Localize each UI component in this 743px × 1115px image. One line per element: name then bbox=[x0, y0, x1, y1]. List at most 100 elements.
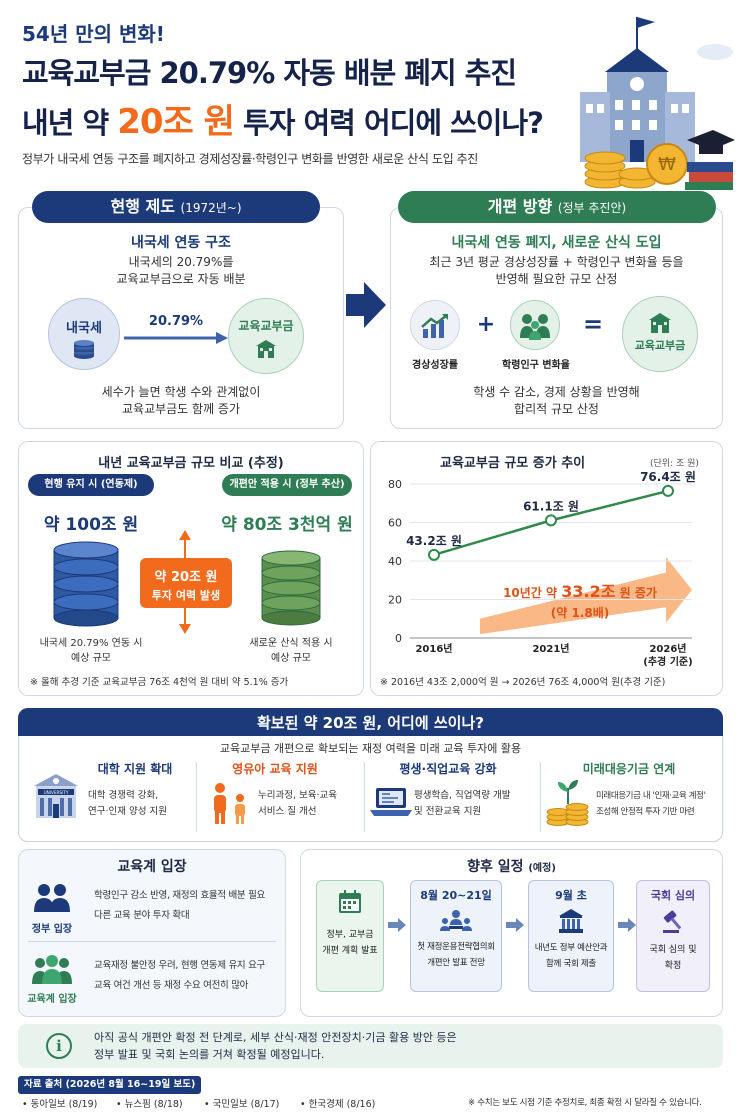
desc-line: 연구·인재 양성 지원 bbox=[88, 806, 167, 817]
item-title: 영유아 교육 지원 bbox=[232, 762, 318, 776]
coin-sprout-icon bbox=[546, 780, 589, 826]
result-node: 교육교부금 bbox=[622, 296, 698, 372]
desc-line: 대학 경쟁력 강화, bbox=[88, 790, 159, 801]
reform-tab: 개편 방향 (정부 추진안) bbox=[398, 191, 716, 223]
step-text: 국회 심의 및 확정 bbox=[637, 942, 709, 974]
info-icon: i bbox=[46, 1033, 72, 1059]
note-line: 내국세 20.79% 연동 시 bbox=[39, 638, 143, 649]
desc-line: 반영해 필요한 규모 산정 bbox=[495, 272, 618, 286]
step-text: 첫 재정운용전략협의회 개편안 발표 전망 bbox=[411, 939, 501, 971]
desc-line: 다른 교육 분야 투자 확대 bbox=[94, 910, 190, 921]
tab-label: 현행 제도 bbox=[110, 197, 175, 216]
current-system-tab: 현행 제도 (1972년~) bbox=[32, 191, 320, 223]
step-line: 정부, 교부금 bbox=[326, 930, 374, 940]
sources-label: 자료 출처 (2026년 8월 16~19일 보도) bbox=[18, 1076, 202, 1094]
calendar-icon bbox=[339, 890, 361, 913]
chevron-right-icon bbox=[346, 282, 386, 328]
use-subtitle: 교육교부금 개편으로 확보되는 재정 여력을 미래 교육 투자에 활용 bbox=[219, 742, 522, 755]
source-item: • 국민일보 (8/17) bbox=[204, 1099, 280, 1110]
university-icon: UNIVERSITY bbox=[34, 774, 78, 818]
compare-footnote: ※ 올해 추경 기준 교육교부금 76조 4천억 원 대비 약 5.1% 증가 bbox=[30, 677, 289, 688]
desc-line: 조성해 안정적 투자 기반 마련 bbox=[596, 807, 695, 817]
population-icon bbox=[520, 314, 550, 340]
edu-desc: 교육재정 불안정 우려, 현행 연동제 유지 요구 교육 여건 개선 등 재정 … bbox=[94, 956, 284, 996]
title-part: 투자 여력 어디에 쓰이나? bbox=[233, 106, 544, 140]
desc-line: 교육 여건 개선 등 재정 수요 여전히 많아 bbox=[94, 980, 249, 991]
university-sign: UNIVERSITY bbox=[44, 790, 69, 795]
data-point bbox=[545, 514, 557, 527]
gov-desc: 학령인구 감소 반영, 재정의 효율적 배분 필요 다른 교육 분야 투자 확대 bbox=[94, 886, 284, 926]
foot-line: 세수가 늘면 학생 수와 관계없이 bbox=[101, 385, 261, 399]
current-note: 내국세 20.79% 연동 시 예상 규모 bbox=[26, 636, 156, 666]
sources-note: ※ 수치는 보도 시점 기준 추정치로, 최종 확정 시 달라질 수 있습니다. bbox=[468, 1098, 702, 1108]
schedule-title-text: 향후 일정 bbox=[467, 859, 524, 875]
desc-line: 내국세의 20.79%를 bbox=[128, 255, 234, 269]
chart-annotation: 10년간 약 33.2조 원 증가 (약 1.8배) bbox=[480, 578, 680, 621]
source-item: • 뉴스핌 (8/18) bbox=[116, 1099, 183, 1110]
school-icon bbox=[256, 340, 276, 358]
gavel-icon bbox=[663, 910, 682, 933]
step-text: 정부, 교부금 개편 계획 발표 bbox=[317, 927, 383, 959]
reform-value: 약 80조 3천억 원 bbox=[221, 515, 353, 535]
data-point bbox=[428, 548, 440, 561]
desc-line: 최근 3년 평균 경상성장률 + 학령인구 변화율 등을 bbox=[429, 255, 684, 269]
tax-node-label: 내국세 bbox=[66, 321, 102, 336]
schedule-title-sub: (예정) bbox=[528, 863, 556, 874]
grant-node: 교육교부금 bbox=[228, 298, 304, 374]
desc-line: 및 전환교육 지원 bbox=[414, 806, 482, 817]
tab-label: 개편 방향 bbox=[487, 197, 553, 216]
annotation-ratio: (약 1.8배) bbox=[550, 606, 610, 620]
note-line: 예상 규모 bbox=[271, 653, 311, 664]
current-value: 약 100조 원 bbox=[43, 515, 139, 535]
item-title: 대학 지원 확대 bbox=[97, 762, 173, 776]
item-title: 평생·직업교육 강화 bbox=[399, 762, 497, 776]
x-tick-label: 2016년 bbox=[415, 642, 452, 655]
coin-stack-icon bbox=[74, 340, 94, 359]
step-line: 국회 심의 및 bbox=[649, 945, 697, 955]
gap-box: 약 20조 원 투자 여력 발생 bbox=[140, 558, 232, 608]
reform-foot: 학생 수 감소, 경제 상황을 반영해 합리적 규모 산정 bbox=[390, 384, 723, 418]
step-line: 개편안 발표 전망 bbox=[427, 958, 485, 968]
stance-title: 교육계 입장 bbox=[117, 859, 187, 875]
equals-sign: = bbox=[582, 310, 604, 338]
kicker: 54년 만의 변화! bbox=[22, 22, 165, 46]
tab-sub: (정부 추진안) bbox=[557, 201, 627, 215]
step-head: 8월 20~21일 bbox=[420, 889, 492, 902]
population-label: 학령인구 변화율 bbox=[502, 360, 570, 371]
tax-node: 내국세 bbox=[48, 298, 120, 370]
x-tick-label: 2026년 bbox=[649, 642, 686, 655]
current-tag: 현행 유지 시 (연동제) bbox=[28, 474, 154, 496]
growth-arrow bbox=[480, 557, 692, 635]
meeting-icon bbox=[440, 910, 472, 931]
note-line: 예상 규모 bbox=[71, 653, 111, 664]
growth-icon-circle bbox=[410, 300, 460, 350]
data-label: 61.1조 원 bbox=[523, 499, 579, 513]
source-item: • 한국경제 (8/16) bbox=[300, 1099, 376, 1110]
blue-coin-stack bbox=[53, 541, 119, 627]
step-head: 국회 심의 bbox=[650, 889, 696, 902]
annotation-number: 33.2조 bbox=[561, 582, 616, 601]
item-title: 미래대응기금 연계 bbox=[582, 762, 676, 776]
page-subtitle: 정부가 내국세 연동 구조를 폐지하고 경제성장률·학령인구 변화를 반영한 새… bbox=[22, 152, 478, 166]
green-coin-stack bbox=[261, 550, 321, 626]
use-title-bar bbox=[18, 708, 723, 736]
data-point bbox=[662, 484, 674, 497]
growth-label: 경상성장률 bbox=[412, 360, 458, 371]
use-item-lifelong: 평생·직업교육 강화 평생학습, 직업역량 개발 및 전환교육 지원 bbox=[368, 760, 538, 836]
school-icon bbox=[649, 313, 671, 333]
use-title: 확보된 약 20조 원, 어디에 쓰이나? bbox=[257, 714, 484, 732]
education-people-icon bbox=[32, 955, 72, 984]
x-tick-label: 2021년 bbox=[532, 642, 569, 655]
divider bbox=[28, 941, 276, 942]
population-icon-circle bbox=[510, 300, 560, 350]
gov-label: 정부 입장 bbox=[31, 924, 73, 935]
notice-line: 정부 발표 및 국회 논의를 거쳐 확정될 예정입니다. bbox=[94, 1048, 325, 1061]
step-3: 9월 초 내년도 정부 예산안과 함께 국회 제출 bbox=[528, 880, 614, 992]
y-tick-label: 20 bbox=[388, 594, 402, 607]
plus-sign: + bbox=[476, 312, 496, 337]
desc-line: 교육교부금으로 자동 배분 bbox=[116, 272, 246, 286]
desc-line: 학령인구 감소 반영, 재정의 효율적 배분 필요 bbox=[94, 890, 265, 901]
item-desc: 누리과정, 보육·교육 서비스 질 개선 bbox=[258, 788, 368, 820]
source-item: • 동아일보 (8/19) bbox=[22, 1099, 98, 1110]
current-foot: 세수가 늘면 학생 수와 관계없이 교육교부금도 함께 증가 bbox=[18, 384, 344, 418]
